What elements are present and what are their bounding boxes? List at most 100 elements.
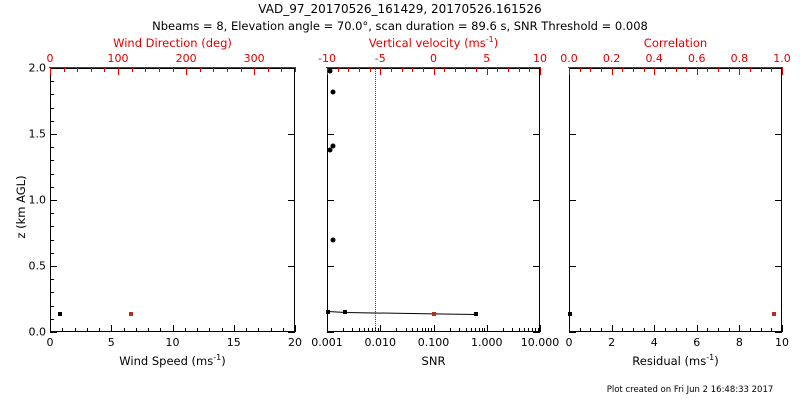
x-axis-title-top: Correlation bbox=[643, 36, 708, 50]
x-minor-tick-top bbox=[750, 68, 752, 72]
x-minor-tick-top bbox=[401, 68, 403, 72]
x-minor-tick-bottom bbox=[478, 328, 480, 332]
x-major-tick-bottom bbox=[433, 325, 435, 332]
x-minor-tick-bottom bbox=[771, 328, 773, 332]
x-minor-tick-top bbox=[226, 68, 228, 72]
x-tick-label-top: 0.8 bbox=[730, 52, 749, 65]
x-minor-tick-bottom bbox=[528, 328, 530, 332]
x-major-tick-bottom bbox=[172, 325, 174, 332]
x-tick-label-bottom: 8 bbox=[735, 336, 743, 349]
x-minor-tick-top bbox=[348, 68, 350, 72]
x-minor-tick-bottom bbox=[135, 328, 137, 332]
y-tick-label: 1.0 bbox=[28, 193, 47, 207]
x-tick-label-top: 1.0 bbox=[773, 52, 791, 65]
x-minor-tick-bottom bbox=[622, 328, 624, 332]
x-tick-label-bottom: 20 bbox=[288, 336, 302, 349]
x-minor-tick-bottom bbox=[760, 328, 762, 332]
x-minor-tick-top bbox=[728, 68, 730, 72]
x-tick-label-bottom: 15 bbox=[226, 336, 241, 349]
x-minor-tick-top bbox=[664, 68, 666, 72]
x-minor-tick-top bbox=[63, 68, 65, 72]
x-minor-tick-bottom bbox=[368, 328, 370, 332]
series-line bbox=[328, 311, 476, 315]
x-major-tick-bottom bbox=[295, 325, 296, 332]
x-minor-tick-top bbox=[358, 68, 360, 72]
x-tick-label-bottom: 0.001 bbox=[311, 336, 343, 349]
x-minor-tick-bottom bbox=[537, 328, 539, 332]
y-major-tick-right bbox=[288, 134, 295, 135]
y-minor-tick bbox=[50, 160, 54, 162]
x-minor-tick-bottom bbox=[686, 328, 688, 332]
x-minor-tick-top bbox=[590, 68, 592, 72]
x-major-tick-top bbox=[380, 68, 382, 75]
y-minor-tick bbox=[50, 292, 54, 294]
x-minor-tick-top bbox=[771, 68, 773, 72]
x-minor-tick-top bbox=[675, 68, 677, 72]
x-minor-tick-bottom bbox=[184, 328, 186, 332]
data-point bbox=[330, 143, 336, 149]
x-minor-tick-bottom bbox=[465, 328, 467, 332]
y-minor-tick bbox=[50, 173, 54, 175]
x-minor-tick-bottom bbox=[600, 328, 602, 332]
x-minor-tick-bottom bbox=[197, 328, 198, 332]
y-major-tick-right bbox=[288, 266, 295, 267]
snr-threshold-line bbox=[375, 68, 377, 332]
x-tick-label-bottom: 4 bbox=[650, 336, 658, 349]
plot-timestamp-footer: Plot created on Fri Jun 2 16:48:33 2017 bbox=[580, 385, 800, 395]
x-minor-tick-bottom bbox=[123, 328, 125, 332]
x-tick-label-top: 10 bbox=[533, 52, 547, 65]
y-minor-tick bbox=[50, 120, 54, 122]
x-tick-label-top: 0.0 bbox=[560, 52, 578, 65]
x-minor-tick-top bbox=[295, 68, 296, 72]
x-minor-tick-top bbox=[369, 68, 371, 72]
x-minor-tick-top bbox=[131, 68, 133, 72]
x-major-tick-top bbox=[739, 68, 741, 75]
x-minor-tick-bottom bbox=[62, 328, 64, 332]
y-minor-tick bbox=[50, 279, 54, 281]
x-minor-tick-top bbox=[707, 68, 709, 72]
x-minor-tick-top bbox=[240, 68, 242, 72]
x-tick-label-top: -10 bbox=[318, 52, 336, 65]
y-minor-tick bbox=[50, 147, 54, 149]
x-major-tick-top bbox=[782, 68, 783, 75]
x-minor-tick-bottom bbox=[431, 328, 433, 332]
x-major-tick-bottom bbox=[739, 325, 741, 332]
y-major-tick-right bbox=[533, 134, 540, 135]
y-major-tick bbox=[50, 200, 57, 201]
x-tick-label-bottom: 2 bbox=[608, 336, 616, 349]
x-minor-tick-bottom bbox=[99, 328, 100, 332]
y-major-tick-right bbox=[288, 200, 295, 201]
y-minor-tick bbox=[50, 239, 54, 241]
x-minor-tick-top bbox=[686, 68, 688, 72]
y-minor-tick bbox=[50, 107, 54, 109]
x-minor-tick-top bbox=[90, 68, 92, 72]
y-tick-label: 0.0 bbox=[28, 325, 47, 339]
x-tick-label-bottom: 5 bbox=[107, 336, 115, 349]
x-minor-tick-bottom bbox=[421, 328, 423, 332]
x-tick-label-bottom: 1.000 bbox=[471, 336, 503, 349]
x-minor-tick-top bbox=[600, 68, 602, 72]
x-minor-tick-bottom bbox=[148, 328, 149, 332]
x-minor-tick-top bbox=[718, 68, 720, 72]
x-minor-tick-bottom bbox=[359, 328, 361, 332]
x-minor-tick-bottom bbox=[481, 328, 483, 332]
x-minor-tick-bottom bbox=[675, 328, 677, 332]
x-minor-tick-bottom bbox=[718, 328, 720, 332]
y-minor-tick bbox=[50, 81, 54, 83]
y-major-tick-right bbox=[533, 200, 540, 201]
page-title: VAD_97_20170526_161429, 20170526.161526 bbox=[258, 2, 542, 16]
x-tick-label-bottom: 6 bbox=[693, 336, 701, 349]
x-minor-tick-bottom bbox=[579, 328, 581, 332]
data-point bbox=[330, 237, 336, 243]
y-major-tick-right bbox=[775, 332, 782, 333]
data-point bbox=[128, 311, 133, 316]
y-tick-label: 1.5 bbox=[28, 127, 47, 141]
x-major-tick-top bbox=[611, 68, 613, 75]
x-major-tick-top bbox=[118, 68, 120, 75]
x-major-tick-top bbox=[540, 68, 541, 75]
y-minor-tick bbox=[50, 305, 54, 307]
x-major-tick-bottom bbox=[540, 325, 541, 332]
x-minor-tick-bottom bbox=[209, 328, 211, 332]
x-minor-tick-bottom bbox=[270, 328, 272, 332]
y-minor-tick bbox=[50, 94, 54, 96]
